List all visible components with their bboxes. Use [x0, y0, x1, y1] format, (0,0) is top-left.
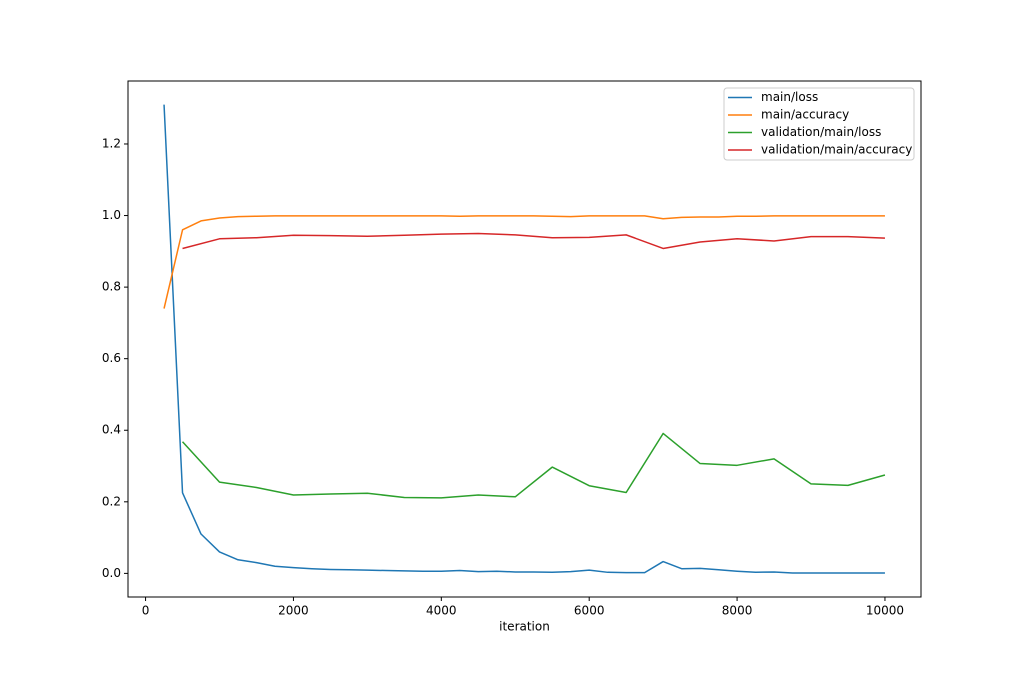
series-line — [163, 215, 885, 309]
y-tick-label: 0.4 — [102, 423, 121, 437]
x-tick-label: 6000 — [574, 604, 605, 618]
legend-label: validation/main/accuracy — [761, 143, 912, 157]
legend-box — [723, 87, 915, 161]
series-line — [163, 104, 885, 574]
y-tick-label: 0.0 — [102, 566, 121, 580]
x-axis-label: iteration — [499, 620, 550, 634]
legend-label: validation/main/loss — [761, 125, 881, 139]
x-tick-label: 4000 — [426, 604, 457, 618]
x-tick-label: 10000 — [866, 604, 904, 618]
series-line — [182, 232, 885, 250]
legend-label: main/accuracy — [761, 108, 849, 122]
axes-frame — [127, 80, 922, 598]
x-tick-label: 0 — [142, 604, 150, 618]
y-tick-label: 0.2 — [102, 494, 121, 508]
y-tick-label: 0.8 — [102, 280, 121, 294]
series-line — [181, 432, 886, 499]
x-tick-label: 8000 — [722, 604, 753, 618]
y-tick-label: 1.0 — [102, 208, 121, 222]
legend-label: main/loss — [761, 90, 818, 104]
y-tick-label: 1.2 — [102, 136, 121, 150]
y-tick-label: 0.6 — [102, 351, 121, 365]
x-tick-label: 2000 — [278, 604, 309, 618]
